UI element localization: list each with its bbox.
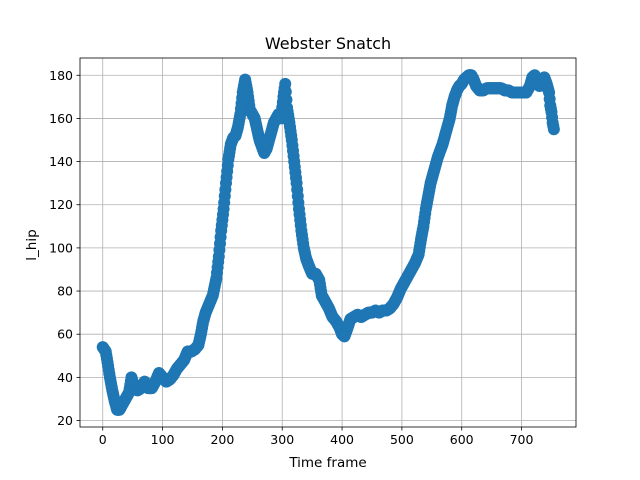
- axis-ticks: 0 100 200 300 400 500 600 700 20 40 60 80 100 120 140 1…: [49, 68, 533, 447]
- x-tick-label: 700: [510, 432, 534, 447]
- x-tick-label: 600: [450, 432, 474, 447]
- y-tick-label: 40: [57, 370, 73, 385]
- y-tick-label: 180: [49, 68, 73, 83]
- y-tick-label: 80: [57, 284, 73, 299]
- x-tick-label: 300: [270, 432, 294, 447]
- grid: [80, 58, 576, 427]
- y-axis-label: l_hip: [24, 229, 40, 260]
- x-tick-label: 500: [390, 432, 414, 447]
- y-tick-label: 120: [49, 197, 73, 212]
- x-tick-label: 100: [151, 432, 175, 447]
- data-point: [547, 123, 560, 136]
- y-tick-label: 140: [49, 154, 73, 169]
- y-tick-label: 60: [57, 327, 73, 342]
- x-axis-label: Time frame: [288, 455, 366, 471]
- y-tick-label: 160: [49, 111, 73, 126]
- x-tick-label: 400: [330, 432, 354, 447]
- x-tick-label: 200: [210, 432, 234, 447]
- y-tick-label: 20: [57, 413, 73, 428]
- plot-area-frame: [79, 57, 577, 428]
- chart-title: Webster Snatch: [265, 34, 391, 53]
- x-tick-label: 0: [99, 432, 107, 447]
- y-tick-label: 100: [49, 240, 73, 255]
- scatter-points: [96, 69, 560, 416]
